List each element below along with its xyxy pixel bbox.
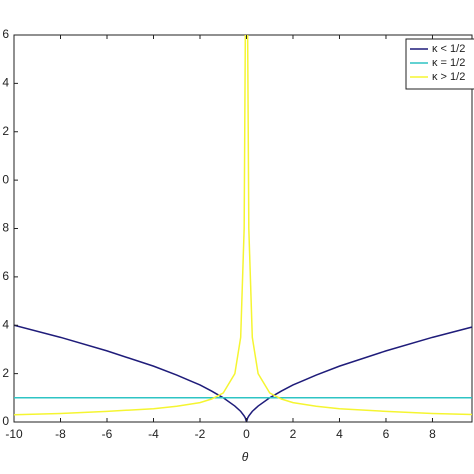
y-tick-label: 2 [2, 124, 9, 138]
y-tick-label: 6 [2, 269, 9, 283]
x-tick-label: 8 [429, 427, 436, 441]
y-tick-label: 4 [2, 317, 9, 331]
x-tick-label: 6 [383, 427, 390, 441]
legend-label: κ > 1/2 [432, 71, 465, 83]
x-tick-label: 4 [336, 427, 343, 441]
x-tick-label: -10 [5, 427, 23, 441]
x-tick-label: -2 [195, 427, 206, 441]
legend-label: κ = 1/2 [432, 57, 465, 69]
x-tick-label: 2 [290, 427, 297, 441]
legend-box [405, 38, 474, 90]
x-tick-label: -6 [102, 427, 113, 441]
y-tick-label: 8 [2, 221, 9, 235]
y-tick-label: 0 [2, 414, 9, 428]
y-tick-label: 0 [2, 172, 9, 186]
y-tick-label: 2 [2, 366, 9, 380]
legend-label: κ < 1/2 [432, 43, 465, 55]
x-tick-label: -4 [148, 427, 159, 441]
x-tick-label: -8 [55, 427, 66, 441]
series-group [14, 35, 472, 422]
y-tick-label: 6 [2, 27, 9, 41]
y-tick-label: 4 [2, 76, 9, 90]
line-series [14, 324, 472, 422]
line-series [14, 35, 472, 416]
x-axis-label: θ [242, 450, 249, 464]
x-tick-label: 0 [243, 427, 250, 441]
plot-area [13, 34, 473, 423]
